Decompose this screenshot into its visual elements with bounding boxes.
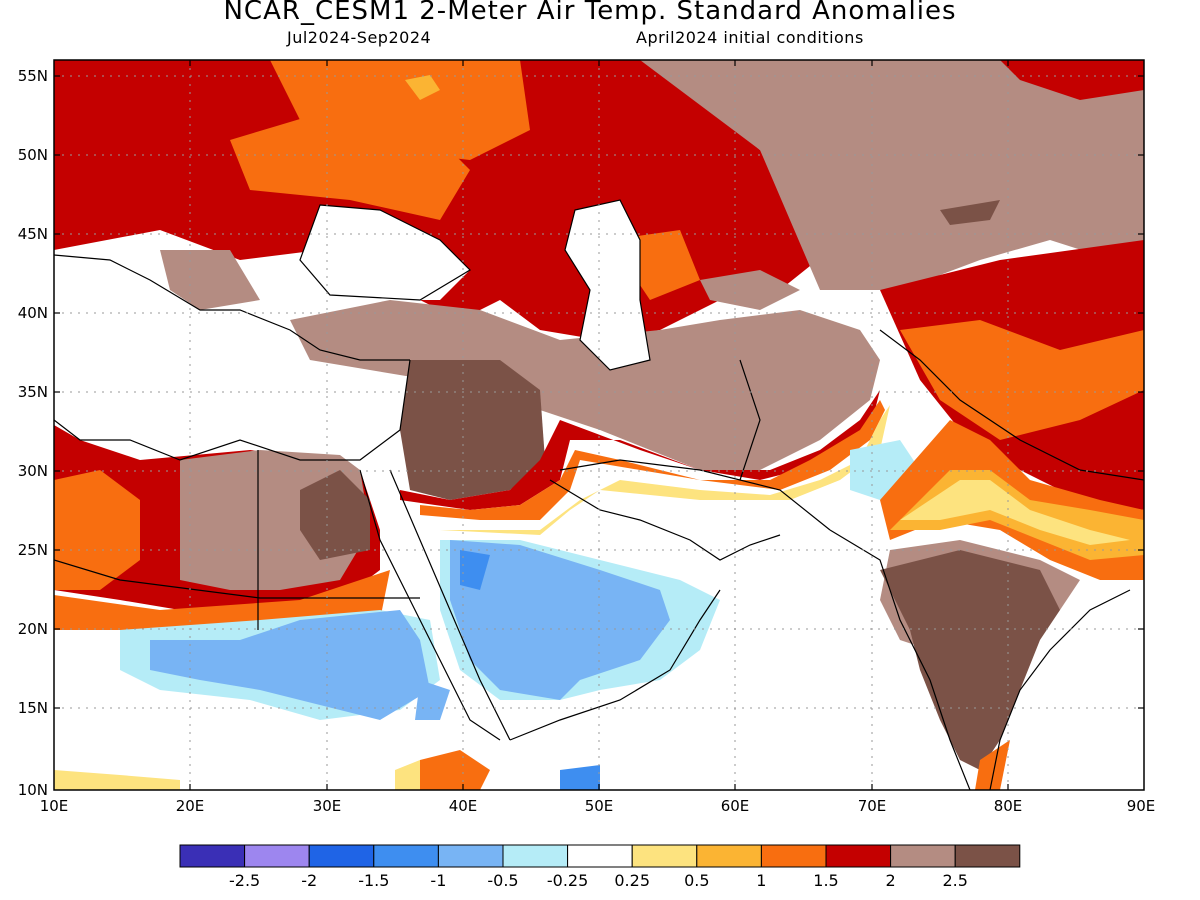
border-himalaya: [879, 329, 1144, 481]
caspian-outline: [564, 199, 651, 371]
lon-label: 80E: [994, 797, 1023, 815]
colorbar-label: -1: [430, 871, 446, 890]
anomaly-region-chad-yellow: [54, 770, 180, 790]
colorbar-swatch: [567, 844, 633, 868]
colorbar-swatch: [437, 844, 504, 868]
lat-label: 55N: [18, 67, 48, 85]
lon-label: 90E: [1127, 797, 1156, 815]
anomaly-region-yellow-spot: [405, 75, 440, 100]
longitude-axis: 10E 20E 30E 40E 50E 60E 70E 80E 90E: [40, 60, 1156, 815]
gulf-coast: [549, 479, 781, 561]
caspian-sea: [565, 200, 650, 370]
anomaly-region-somalia-blue: [560, 765, 600, 790]
iran-coast: [559, 459, 831, 531]
lat-label: 45N: [18, 225, 48, 243]
arabia-south-coast: [509, 589, 721, 741]
colorbar-label: 1.5: [813, 871, 838, 890]
colorbar-swatch: [631, 844, 698, 868]
colorbar-swatch: [890, 844, 956, 868]
gridlines: [54, 60, 1144, 790]
black-sea-outline: [299, 204, 471, 301]
anomaly-region-arabia-darkblue: [460, 550, 490, 590]
anomaly-region-sahel-orange: [54, 570, 390, 630]
black-sea: [300, 205, 470, 300]
colorbar-swatch: [696, 844, 762, 868]
anomaly-region-uzbek-brown: [700, 270, 800, 310]
lon-label: 70E: [858, 797, 887, 815]
lat-label: 50N: [18, 146, 48, 164]
anomaly-region-india-south-orange: [975, 740, 1010, 790]
lat-label: 20N: [18, 620, 48, 638]
india-east-coast: [989, 589, 1131, 790]
map-title: NCAR_CESM1 2-Meter Air Temp. Standard An…: [223, 0, 957, 26]
lon-label: 10E: [40, 797, 69, 815]
anomaly-region-iran-brown: [290, 300, 880, 470]
med-north-coast: [54, 254, 410, 361]
colorbar-label: 2: [886, 871, 896, 890]
lon-label: 20E: [176, 797, 205, 815]
lat-label: 35N: [18, 383, 48, 401]
colorbar-swatch: [179, 844, 246, 868]
colorbar-label: -0.25: [547, 871, 588, 890]
lon-label: 50E: [585, 797, 614, 815]
colorbar-swatch: [502, 844, 569, 868]
colorbar-swatch: [308, 844, 375, 868]
colorbar-label: -2: [301, 871, 317, 890]
colorbar-label: -0.5: [487, 871, 518, 890]
anomaly-region-arabia-blue: [450, 540, 670, 700]
colorbar-swatch: [760, 844, 827, 868]
anomaly-region-algeria-orange: [54, 470, 140, 590]
forecast-period: Jul2024-Sep2024: [287, 28, 432, 47]
colorbar-label: 0.25: [614, 871, 650, 890]
anomaly-region-india-yellow: [900, 480, 1130, 545]
med-south-coast: [54, 359, 411, 461]
colorbar-swatch: [373, 844, 439, 868]
anomaly-region-brown-spot: [940, 200, 1000, 225]
colorbar-swatch: [244, 844, 310, 868]
red-sea-west: [359, 469, 501, 741]
colorbar-label: 0.5: [684, 871, 709, 890]
lon-label: 30E: [313, 797, 342, 815]
india-west-coast: [829, 529, 971, 790]
border-iran-afghanistan: [739, 359, 761, 481]
colorbar-swatch: [825, 844, 892, 868]
lat-label: 40N: [18, 304, 48, 322]
colorbar-label: -1.5: [358, 871, 389, 890]
anomaly-region-sudan-blue: [150, 610, 430, 720]
anomaly-region-ethiopia-orange: [420, 750, 490, 790]
lat-label: 25N: [18, 541, 48, 559]
lat-label: 15N: [18, 699, 48, 717]
colorbar: -2.5 -2 -1.5 -1 -0.5 -0.25 0.25 0.5 1 1.…: [179, 844, 1021, 890]
latitude-axis: 55N 50N 45N 40N 35N 30N 25N 20N 15N 10N: [18, 67, 1144, 799]
anomaly-region-mongolia-red: [1000, 60, 1144, 100]
anomaly-region-balkan-brown: [160, 250, 260, 310]
lat-label: 10N: [18, 781, 48, 799]
lon-label: 40E: [449, 797, 478, 815]
anomaly-region-central-asia-brown: [640, 60, 1144, 290]
anomaly-region-ethiopia-yellow: [395, 760, 420, 790]
colorbar-swatch: [954, 844, 1021, 868]
lat-label: 30N: [18, 462, 48, 480]
colorbar-label: -2.5: [229, 871, 260, 890]
anomaly-region-egypt-darkbrown: [300, 470, 370, 560]
anomaly-region-sudan-blue-east: [415, 680, 450, 720]
coastlines: [54, 199, 1144, 790]
anomaly-region-india-darkbrown: [880, 550, 1060, 770]
colorbar-label: 2.5: [942, 871, 967, 890]
anomaly-region-russia-orange: [270, 60, 530, 160]
red-sea-east: [389, 469, 511, 741]
anomaly-region-himalaya-orange: [900, 320, 1144, 440]
initial-conditions: April2024 initial conditions: [636, 28, 864, 47]
lon-label: 60E: [721, 797, 750, 815]
anomaly-fields: [54, 60, 1144, 790]
anomaly-region-pakistan-cyan: [850, 440, 920, 500]
anomaly-region-iraq-darkbrown: [400, 360, 545, 500]
colorbar-label: 1: [756, 871, 766, 890]
